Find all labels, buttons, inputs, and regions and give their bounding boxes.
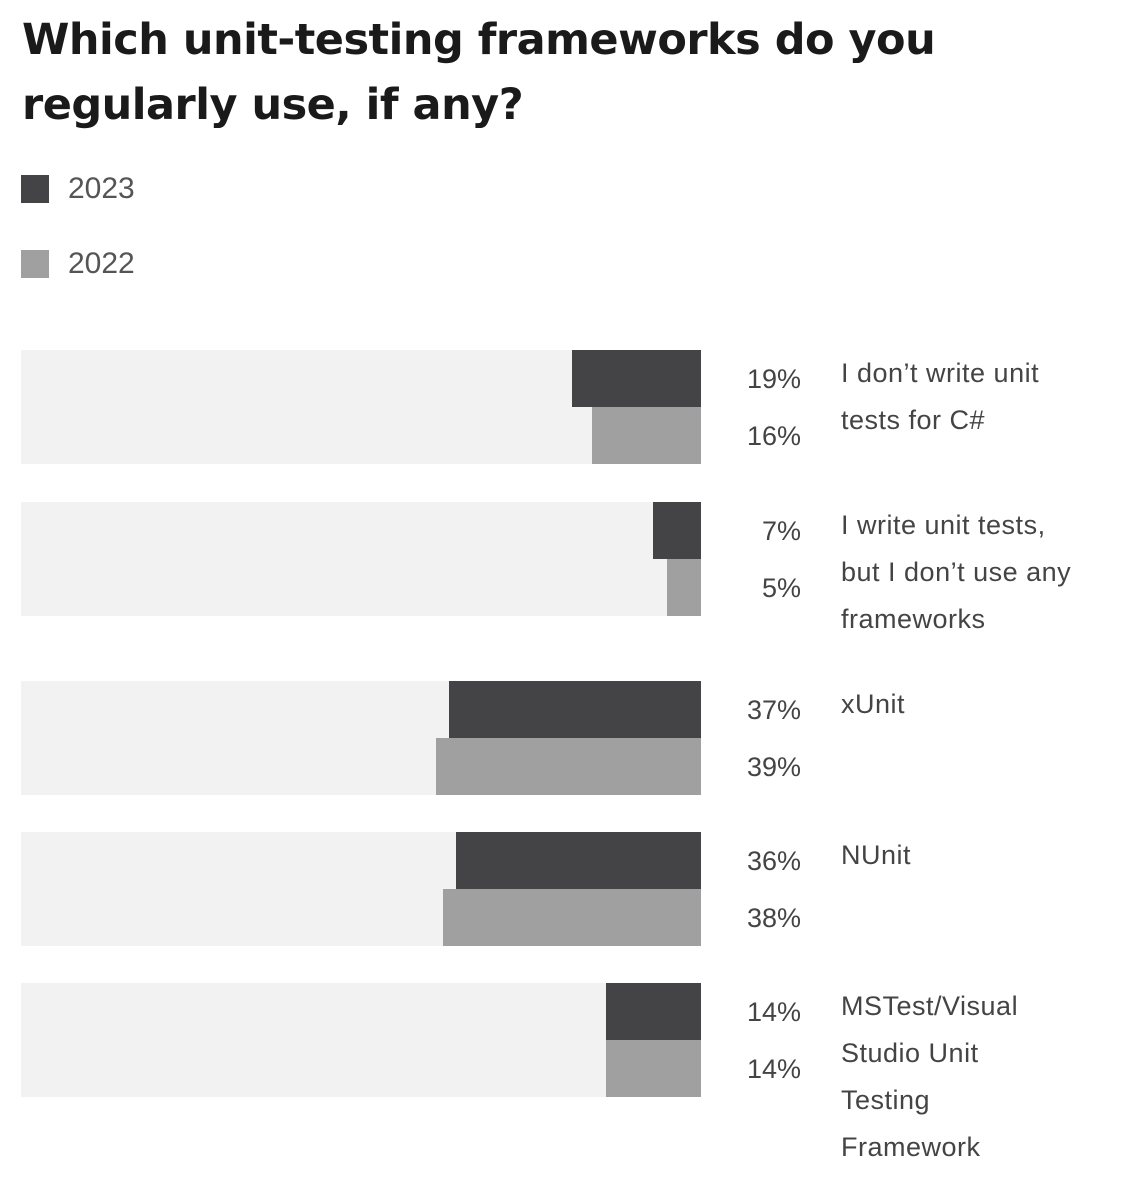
category-label-line: I write unit tests,	[841, 510, 1046, 540]
legend-label-2023: 2023	[68, 172, 135, 205]
bar-track	[21, 502, 701, 559]
data-label-2022: 39%	[746, 752, 801, 782]
data-label-2022: 5%	[761, 573, 801, 603]
legend-label-2022: 2022	[68, 247, 135, 280]
category-label-line: xUnit	[841, 689, 906, 719]
bar-2022	[667, 559, 701, 616]
category-label-line: but I don’t use any	[841, 557, 1072, 587]
legend-swatch-2023	[21, 175, 49, 203]
category-label-line: NUnit	[841, 840, 912, 870]
bar-track	[21, 407, 701, 464]
bar-2023	[653, 502, 701, 559]
category-label-line: frameworks	[841, 604, 986, 634]
legend-swatch-2022	[21, 250, 49, 278]
bar-2022	[436, 738, 701, 795]
data-label-2023: 19%	[746, 364, 801, 394]
data-label-2023: 7%	[761, 516, 801, 546]
category-label-line: Studio Unit	[841, 1038, 979, 1068]
bar-2023	[449, 681, 701, 738]
bar-2023	[456, 832, 701, 889]
data-label-2022: 38%	[746, 903, 801, 933]
data-label-2023: 37%	[746, 695, 801, 725]
data-label-2023: 14%	[746, 997, 801, 1027]
category-label-line: MSTest/Visual	[841, 991, 1019, 1021]
legend-item-2023: 2023	[21, 172, 135, 206]
category-label-line: I don’t write unit	[841, 358, 1040, 388]
bar-2023	[572, 350, 701, 407]
category-label: MSTest/Visual Studio Unit Testing Framework	[841, 983, 1121, 1171]
bar-2022	[592, 407, 701, 464]
bar-2022	[443, 889, 701, 946]
bar-2022	[606, 1040, 701, 1097]
data-label-2023: 36%	[746, 846, 801, 876]
data-label-2022: 16%	[746, 421, 801, 451]
bar-2023	[606, 983, 701, 1040]
bar-track	[21, 983, 701, 1040]
bar-track	[21, 559, 701, 616]
category-label-line: Framework	[841, 1132, 981, 1162]
category-label-line: tests for C#	[841, 405, 986, 435]
data-label-2022: 14%	[746, 1054, 801, 1084]
chart-title: Which unit-testing frameworks do you reg…	[22, 15, 936, 130]
legend-item-2022: 2022	[21, 247, 135, 281]
category-label: I don’t write unit tests for C#	[841, 350, 1121, 444]
category-label: NUnit	[841, 832, 1121, 879]
category-label: I write unit tests, but I don’t use any fr…	[841, 502, 1121, 643]
category-label-line: Testing	[841, 1085, 931, 1115]
bar-track	[21, 1040, 701, 1097]
category-label: xUnit	[841, 681, 1121, 728]
